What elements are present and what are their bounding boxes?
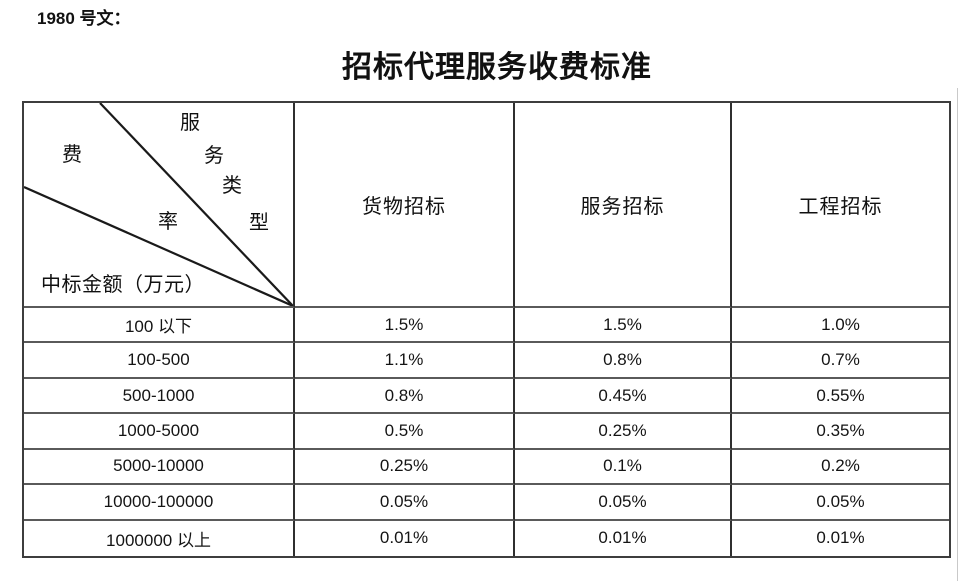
fee-value: 0.25%	[598, 420, 647, 440]
fee-value: 0.25%	[379, 456, 429, 476]
page-edge-line	[957, 88, 958, 581]
corner-type-label-char: 务	[204, 145, 224, 167]
corner-type-label-char: 服	[180, 112, 200, 134]
table-row-label-cell: 100-500	[24, 343, 295, 379]
fee-value: 0.2%	[821, 456, 860, 476]
column-header-goods: 货物招标	[295, 103, 515, 308]
table-row-label-cell: 500-1000	[24, 378, 295, 415]
fee-cell: 0.7%	[732, 343, 949, 379]
fee-value: 0.01%	[379, 528, 429, 548]
fee-value: 0.05%	[816, 491, 865, 511]
fee-value: 0.05%	[598, 491, 647, 511]
fee-cell: 1.5%	[295, 308, 515, 344]
table-row-label-cell: 1000-5000	[24, 414, 295, 450]
fee-value: 1.1%	[384, 350, 424, 370]
table-row-label-cell: 100 以下	[24, 308, 295, 344]
fee-cell: 0.8%	[295, 378, 515, 415]
fee-value: 0.7%	[821, 350, 860, 370]
fee-value: 0.1%	[603, 456, 642, 476]
fee-value: 0.05%	[379, 491, 429, 511]
corner-type-label-char: 类	[222, 175, 242, 197]
fee-cell: 1.1%	[295, 343, 515, 379]
corner-rate-label-char: 率	[158, 211, 178, 233]
row-label: 1000-5000	[117, 420, 200, 440]
fee-cell: 1.5%	[515, 308, 732, 344]
fee-value: 0.45%	[598, 385, 647, 405]
fee-cell: 0.5%	[295, 414, 515, 450]
fee-cell: 0.25%	[515, 414, 732, 450]
row-label: 100 以下	[124, 317, 193, 337]
corner-amount-label: 中标金额（万元）	[41, 274, 205, 296]
fee-value: 0.5%	[384, 420, 424, 440]
fee-cell: 0.1%	[515, 449, 732, 486]
page-title: 招标代理服务收费标准	[342, 51, 652, 84]
fee-value: 0.8%	[603, 350, 642, 370]
fee-cell: 0.05%	[515, 485, 732, 521]
fee-standard-table: 服 务 类 型 费 率 中标金额（万元） 货物招标 服务招标 工程招标 100 …	[22, 101, 951, 558]
row-label: 10000-100000	[103, 491, 214, 511]
fee-cell: 0.25%	[295, 449, 515, 486]
fee-cell: 0.35%	[732, 414, 949, 450]
table-row-label-cell: 5000-10000	[24, 449, 295, 486]
fee-value: 1.5%	[603, 314, 642, 334]
corner-header-cell: 服 务 类 型 费 率 中标金额（万元）	[24, 103, 295, 308]
fee-cell: 0.05%	[732, 485, 949, 521]
row-label: 5000-10000	[113, 456, 204, 476]
fee-value: 0.35%	[816, 420, 865, 440]
fee-value: 0.01%	[598, 528, 647, 548]
fee-cell: 0.45%	[515, 378, 732, 415]
fee-cell: 0.01%	[295, 520, 515, 556]
table-row-label-cell: 1000000 以上	[24, 520, 295, 556]
row-label: 100-500	[127, 350, 190, 370]
row-label: 500-1000	[122, 385, 195, 405]
doc-number-label: 1980 号文：	[37, 9, 131, 28]
row-label: 1000000 以上	[106, 530, 211, 550]
column-header-works: 工程招标	[732, 103, 949, 308]
fee-cell: 0.01%	[732, 521, 949, 556]
fee-cell: 0.55%	[732, 379, 949, 415]
corner-type-label-char: 型	[249, 212, 269, 234]
fee-value: 1.5%	[384, 314, 424, 334]
diagonal-lines	[24, 103, 293, 306]
fee-value: 0.01%	[816, 528, 865, 548]
fee-value: 0.8%	[384, 385, 424, 405]
fee-cell: 0.8%	[515, 343, 732, 379]
fee-value: 0.55%	[816, 385, 865, 405]
corner-rate-label-char: 费	[62, 144, 82, 166]
fee-value: 1.0%	[821, 314, 860, 334]
fee-cell: 0.01%	[515, 520, 732, 556]
fee-cell: 0.2%	[732, 450, 949, 486]
column-header-services: 服务招标	[515, 103, 732, 308]
table-row-label-cell: 10000-100000	[24, 485, 295, 521]
fee-cell: 0.05%	[295, 485, 515, 521]
fee-cell: 1.0%	[732, 308, 949, 344]
